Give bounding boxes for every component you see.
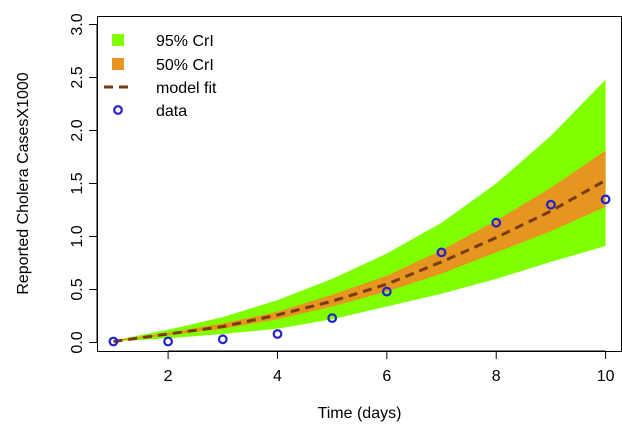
data-point [272,329,283,339]
data-point [327,313,338,324]
x-tick-label: 8 [492,368,501,385]
x-tick-label: 4 [273,368,282,385]
x-tick-label: 6 [382,368,391,385]
y-tick-label: 1.5 [69,172,86,194]
model-fit-line [113,178,607,343]
y-tick-label: 3.0 [69,13,86,35]
legend-label-ci50: 50% CrI [156,57,214,74]
data-point [217,334,228,345]
data-point [381,286,392,297]
legend-swatch-ci95 [112,34,124,46]
y-tick-label: 0.0 [69,331,86,353]
data-point [436,247,447,258]
data-point [108,336,119,347]
data-point [546,199,556,210]
legend: 95% CrI 50% CrI model fit data [104,33,217,120]
legend-label-data: data [156,103,187,120]
legend-label-ci95: 95% CrI [156,33,214,50]
y-axis-title: Reported Cholera CasesX1000 [15,72,32,294]
x-axis-title: Time (days) [318,405,402,422]
data-point [163,336,174,347]
data-point [600,194,611,205]
ci50-band [113,150,606,342]
legend-label-model-fit: model fit [156,80,217,97]
y-axis: 0.0 0.5 1.0 1.5 2.0 2.5 3.0 [69,13,98,354]
plot-area [108,79,611,347]
y-tick-label: 2.0 [69,119,86,141]
x-axis: 2 4 6 8 10 [164,350,615,385]
x-tick-label: 2 [164,368,173,385]
y-tick-label: 0.5 [69,278,86,300]
y-tick-label: 1.0 [69,225,86,247]
legend-swatch-ci50 [112,58,124,70]
data-point [491,217,502,228]
y-tick-label: 2.5 [69,66,86,88]
x-tick-label: 10 [597,368,615,385]
legend-swatch-data [113,105,123,115]
ci95-band [113,79,606,342]
